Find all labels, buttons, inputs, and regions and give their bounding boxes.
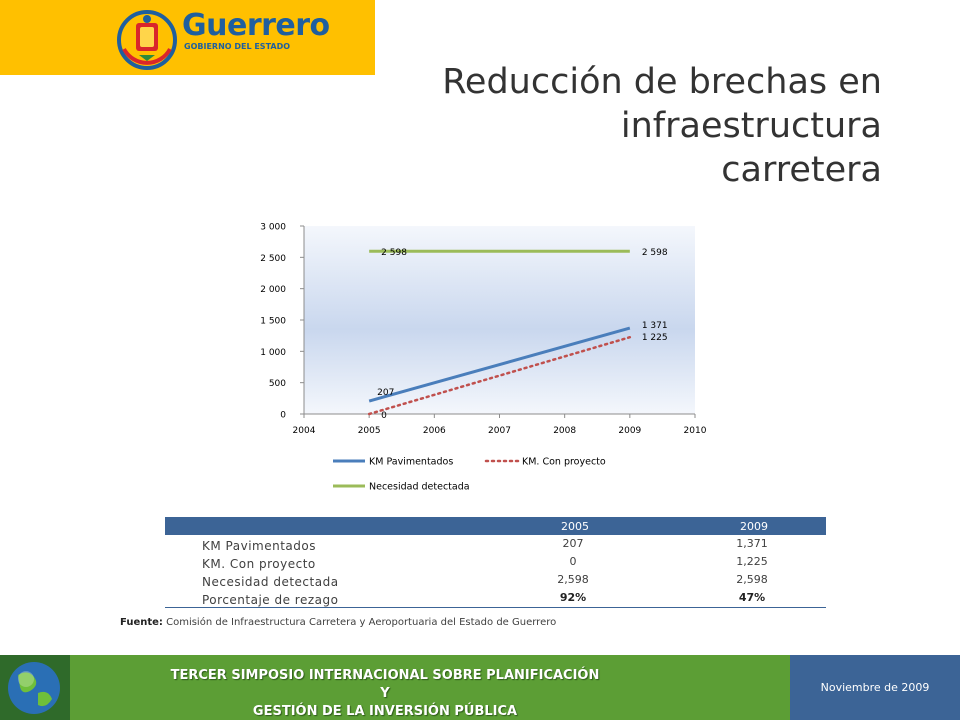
y-tick-label: 500 [269,379,286,389]
footer-date: Noviembre de 2009 [820,681,930,694]
footer-bar: TERCER SIMPOSIO INTERNACIONAL SOBRE PLAN… [0,655,960,720]
cell-2005: 2,598 [557,573,589,586]
x-tick-label: 2005 [358,426,381,436]
x-tick-label: 2004 [293,426,316,436]
table-row: Porcentaje de rezago 92% 47% [165,589,826,607]
event-title-line1: TERCER SIMPOSIO INTERNACIONAL SOBRE PLAN… [170,668,600,701]
x-tick-label: 2009 [618,426,641,436]
y-tick-label: 0 [280,411,286,421]
cell-2009: 1,225 [736,555,768,568]
row-label: Necesidad detectada [202,575,339,589]
legend-label: Necesidad detectada [369,482,470,493]
y-tick-label: 3 000 [260,223,286,233]
source-text: Comisión de Infraestructura Carretera y … [162,617,557,628]
x-tick-label: 2006 [423,426,446,436]
state-seal-icon [117,10,177,70]
legend-label: KM. Con proyecto [522,457,606,468]
data-labels: 207 1 371 0 1 225 2 598 2 598 [377,248,668,421]
data-label: 2 598 [642,248,668,258]
legend-label: KM Pavimentados [369,457,453,468]
data-label: 207 [377,388,394,398]
table-bottom-rule [165,607,826,608]
table-header-2005: 2005 [561,520,589,533]
cell-2005: 0 [569,555,577,568]
series-line-0 [368,326,631,403]
data-table: 2005 2009 KM Pavimentados 207 1,371 KM. … [165,517,826,608]
data-label: 1 225 [642,333,668,343]
legend: KM Pavimentados KM. Con proyecto Necesidad… [333,457,606,493]
logo-subtitle: GOBIERNO DEL ESTADO [184,42,291,51]
cell-2009: 47% [738,591,766,604]
table-row: KM. Con proyecto 0 1,225 [165,553,826,571]
y-tick-label: 2 500 [260,254,286,264]
data-label: 0 [381,411,387,421]
series-layer [367,249,632,416]
table-header-2009: 2009 [740,520,768,533]
table-row: Necesidad detectada 2,598 2,598 [165,571,826,589]
x-tick-label: 2007 [488,426,511,436]
footer-date-box: Noviembre de 2009 [790,655,960,720]
data-label: 2 598 [381,248,407,258]
x-axis: 2004 2005 2006 2007 2008 2009 2010 [293,413,707,436]
y-axis: 0 500 1 000 1 500 2 000 2 500 3 000 [260,223,305,421]
event-title: TERCER SIMPOSIO INTERNACIONAL SOBRE PLAN… [165,667,605,721]
table-row: KM Pavimentados 207 1,371 [165,535,826,553]
event-title-line2: GESTIÓN DE LA INVERSIÓN PÚBLICA [252,704,518,719]
row-label: Porcentaje de rezago [202,593,339,607]
data-label: 1 371 [642,321,668,331]
cell-2009: 1,371 [736,537,768,550]
y-tick-label: 1 500 [260,317,286,327]
row-label: KM. Con proyecto [202,557,316,571]
y-tick-label: 1 000 [260,348,286,358]
x-tick-label: 2008 [553,426,576,436]
logo-banner: Guerrero GOBIERNO DEL ESTADO [0,0,375,75]
logo-name: Guerrero [182,8,330,43]
cell-2005: 207 [562,537,584,550]
globe-icon [0,655,70,720]
page-title: Reducción de brechas en infraestructura … [442,62,882,190]
plot-area [304,226,695,414]
row-label: KM Pavimentados [202,539,316,553]
cell-2009: 2,598 [736,573,768,586]
x-tick-label: 2010 [684,426,707,436]
y-tick-label: 2 000 [260,285,286,295]
source-label: Fuente: [120,617,163,628]
cell-2005: 92% [559,591,587,604]
table-header: 2005 2009 [165,517,826,535]
source-note: Fuente: Comisión de Infraestructura Carr… [120,617,556,628]
